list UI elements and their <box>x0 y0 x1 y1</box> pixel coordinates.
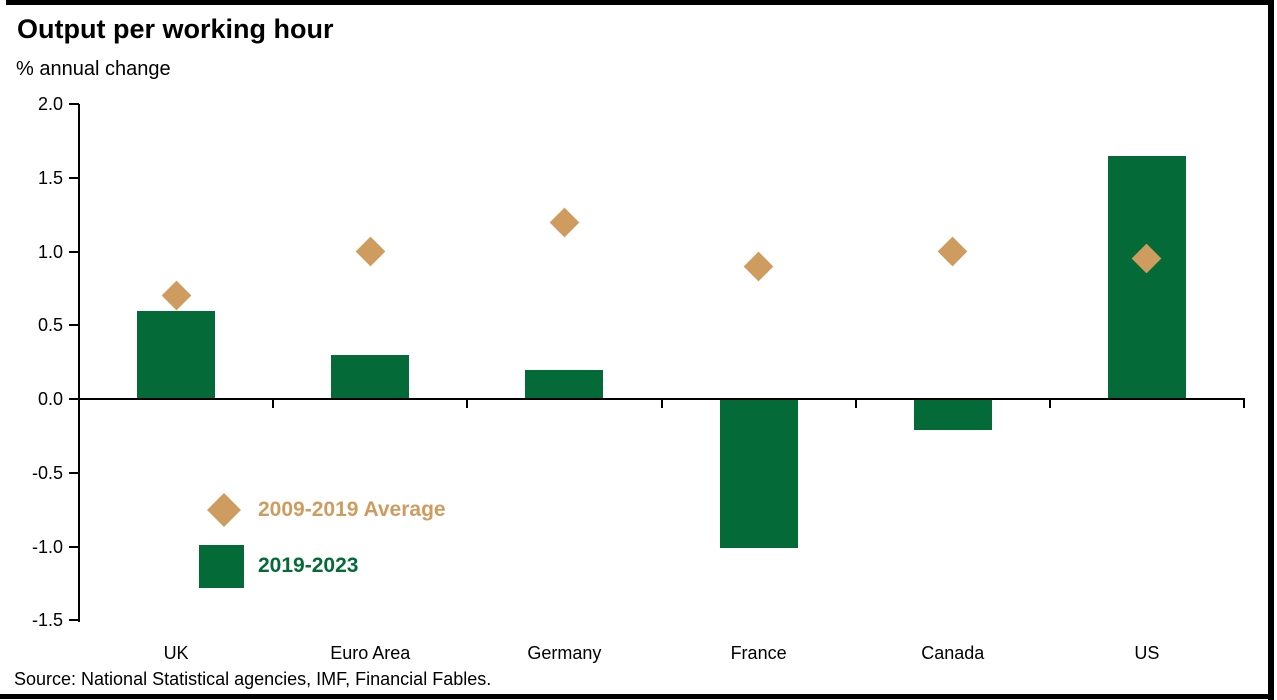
diamond-canada <box>937 236 968 267</box>
legend-label-period: 2019-2023 <box>258 554 359 577</box>
category-label-france: France <box>730 643 787 663</box>
category-label-us: US <box>1134 643 1160 663</box>
y-axis-tick <box>69 250 79 253</box>
chart-subtitle: % annual change <box>16 58 171 80</box>
bar-uk <box>137 310 216 399</box>
y-tick-label-0m5: 0.5 <box>37 315 63 336</box>
y-axis-tick <box>69 103 79 105</box>
chart-title: Output per working hour <box>17 14 334 44</box>
legend-square-icon <box>199 545 244 588</box>
source-note: Source: National Statistical agencies, I… <box>14 669 492 689</box>
y-axis-line <box>78 104 80 623</box>
bar-euro-area <box>331 354 410 399</box>
x-axis-tick <box>466 399 469 408</box>
y-axis-tick <box>69 324 79 327</box>
frame-border-bottom <box>0 694 1274 699</box>
category-label-canada: Canada <box>921 643 985 663</box>
bar-us <box>1107 155 1186 399</box>
y-axis-tick <box>69 398 79 400</box>
category-label-euro-area: Euro Area <box>330 643 411 663</box>
y-tick-label-m1-5: -1.5 <box>31 610 63 631</box>
x-axis-tick <box>1048 399 1051 408</box>
legend-label-average: 2009-2019 Average <box>258 498 446 521</box>
category-label-uk: UK <box>163 643 189 663</box>
y-axis-tick <box>69 619 79 622</box>
x-axis-tick <box>1243 399 1245 408</box>
y-tick-label-m0-5: -0.5 <box>31 462 63 483</box>
x-axis-tick <box>272 399 275 408</box>
category-label-germany: Germany <box>527 643 602 663</box>
y-axis-tick <box>69 176 79 179</box>
diamond-uk <box>161 280 191 311</box>
y-tick-label-m1-0: -1.0 <box>31 536 63 557</box>
y-tick-label-1m0: 1.0 <box>37 241 63 262</box>
frame-border-top <box>6 0 1274 5</box>
bar-germany <box>525 369 604 399</box>
diamond-germany <box>549 207 580 237</box>
y-tick-label-1m5: 1.5 <box>37 167 63 188</box>
y-tick-label-0m0: 0.0 <box>37 389 63 409</box>
y-tick-label-2m0: 2.0 <box>37 94 63 114</box>
diamond-france <box>743 251 774 282</box>
bar-france <box>719 400 798 548</box>
x-axis-tick <box>660 399 663 408</box>
bar-canada <box>913 400 992 430</box>
frame-border-right <box>1268 0 1274 700</box>
y-axis-tick <box>69 545 79 548</box>
y-axis-tick <box>69 471 79 474</box>
diamond-euro-area <box>355 236 386 267</box>
x-axis-tick <box>854 399 857 408</box>
